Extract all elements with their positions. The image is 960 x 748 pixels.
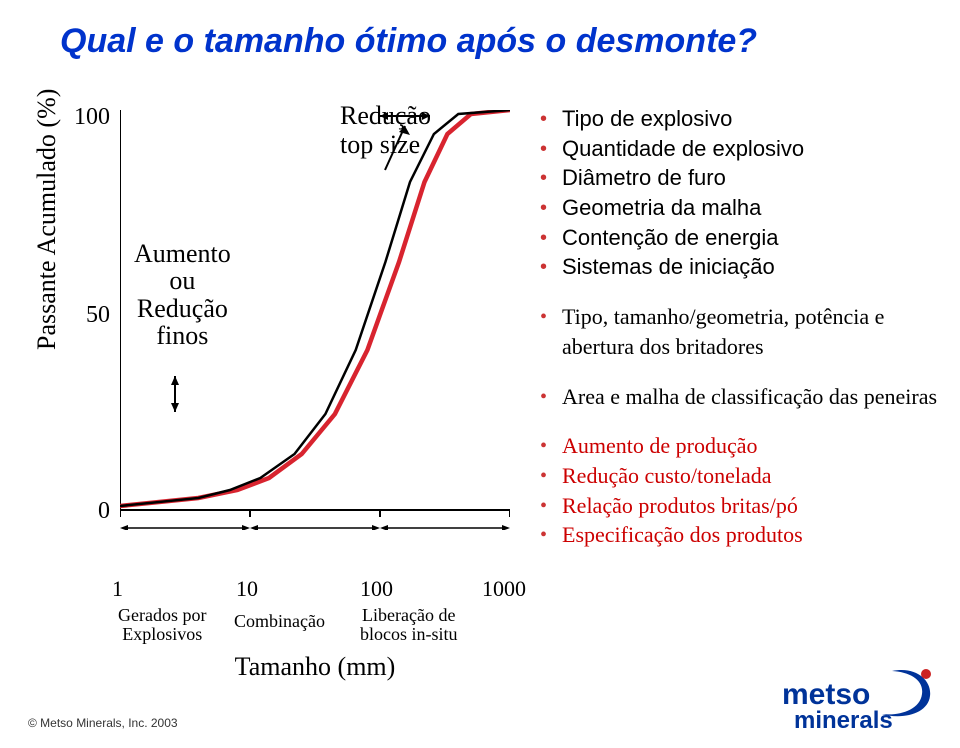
list-item: Relação produtos britas/pó	[540, 491, 950, 521]
list-item: Redução custo/tonelada	[540, 461, 950, 491]
bullet-group-2: Tipo, tamanho/geometria, potência e aber…	[540, 302, 950, 361]
ytick-0: 0	[70, 498, 110, 525]
ytick-50: 50	[70, 302, 110, 329]
metso-logo: metso minerals	[782, 666, 932, 734]
bullet-group-1: Tipo de explosivo Quantidade de explosiv…	[540, 104, 950, 282]
bullet-list: Tipo de explosivo Quantidade de explosiv…	[540, 104, 950, 570]
ytick-100: 100	[70, 104, 110, 131]
list-item: Sistemas de iniciação	[540, 252, 950, 282]
list-item: Contenção de energia	[540, 223, 950, 253]
xtick-10: 10	[236, 576, 258, 602]
xtick-1: 1	[112, 576, 123, 602]
annotation-aumento-finos: Aumento ou Redução finos	[134, 240, 231, 349]
list-item: Aumento de produção	[540, 431, 950, 461]
bullet-group-3: Area e malha de classificação das peneir…	[540, 382, 950, 412]
y-axis-label: Passante Acumulado (%)	[32, 89, 62, 350]
chart: Passante Acumulado (%) 100 50 0 1 10 100…	[50, 110, 510, 640]
list-item: Geometria da malha	[540, 193, 950, 223]
list-item: Tipo de explosivo	[540, 104, 950, 134]
annotation-reduce-top-size: Redução top size	[340, 102, 431, 159]
list-item: Diâmetro de furo	[540, 163, 950, 193]
annotation-combinacao: Combinação	[234, 611, 325, 632]
list-item: Area e malha de classificação das peneir…	[540, 382, 950, 412]
annotation-liberacao: Liberação de blocos in-situ	[360, 606, 458, 644]
x-axis-label: Tamanho (mm)	[120, 652, 510, 682]
copyright-footer: © Metso Minerals, Inc. 2003	[28, 716, 178, 730]
list-item: Especificação dos produtos	[540, 520, 950, 550]
xtick-100: 100	[360, 576, 393, 602]
annotation-gerados: Gerados por Explosivos	[118, 606, 206, 644]
page-title: Qual e o tamanho ótimo após o desmonte?	[60, 22, 757, 61]
svg-text:minerals: minerals	[794, 707, 893, 734]
list-item: Quantidade de explosivo	[540, 134, 950, 164]
xtick-1000: 1000	[482, 576, 526, 602]
list-item: Tipo, tamanho/geometria, potência e aber…	[540, 302, 950, 361]
bullet-group-4: Aumento de produção Redução custo/tonela…	[540, 431, 950, 550]
